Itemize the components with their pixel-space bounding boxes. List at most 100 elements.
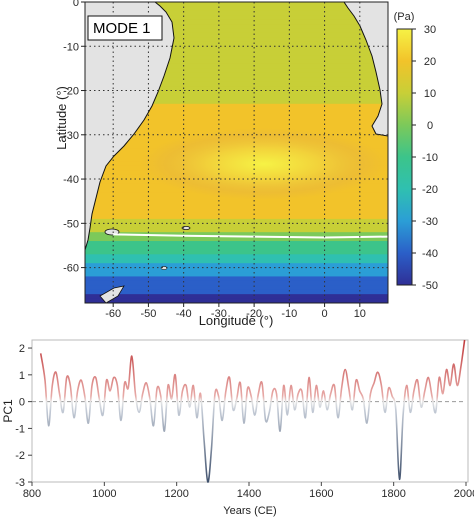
longitude-tick-label: -20 <box>246 308 262 320</box>
field-band <box>85 210 388 216</box>
colorbar-tick-label: -50 <box>422 280 438 292</box>
colorbar: (Pa) 30 20 10 0 -10 -20 -30 -40 -50 <box>394 11 438 292</box>
mode-label: MODE 1 <box>93 20 151 37</box>
longitude-tick-label: -30 <box>211 308 227 320</box>
colorbar-tick-label: -20 <box>422 184 438 196</box>
latitude-tick-label: -20 <box>63 86 79 98</box>
colorbar-tick-label: -30 <box>422 216 438 228</box>
field-band <box>85 94 388 100</box>
map-panel: MODE 1 -60 -50 -40 -30 -20 -10 0 10 0 -10 -20 -30 -… <box>54 0 389 328</box>
year-tick-label: 1400 <box>237 488 261 500</box>
latitude-tick-label: -50 <box>63 218 79 230</box>
colorbar-ticks: 30 20 10 0 -10 -20 -30 -40 -50 <box>412 24 438 292</box>
map-frame <box>84 1 389 304</box>
longitude-tick-label: 0 <box>322 308 328 320</box>
latitude-tick-label: 0 <box>73 0 79 9</box>
field-band <box>85 267 388 273</box>
longitude-tick-label: -10 <box>281 308 297 320</box>
map-gridlines <box>85 2 388 303</box>
field-band <box>85 223 388 229</box>
field-band <box>85 245 388 251</box>
field-band <box>85 272 388 278</box>
field-band <box>85 24 388 30</box>
longitude-tick-label: -50 <box>140 308 156 320</box>
field-band <box>85 249 388 255</box>
field-band <box>85 108 388 114</box>
field-band <box>85 121 388 127</box>
field-band <box>85 117 388 123</box>
longitude-axis-label: Longitude (°) <box>199 313 274 328</box>
year-tick-label: 2000 <box>454 488 474 500</box>
field-band <box>85 205 388 211</box>
pc1-timeseries-panel: 800 1000 1200 1400 1600 1800 2000 2 1 0 -1 -2 -3 Ye… <box>1 339 474 517</box>
year-tick-label: 800 <box>23 488 41 500</box>
field-band <box>85 294 388 300</box>
latitude-tick-label: -40 <box>63 174 79 186</box>
pc1-tick-label: -2 <box>15 450 25 462</box>
pc1-tick-label: 2 <box>19 343 25 355</box>
field-band <box>85 276 388 282</box>
field-band <box>85 298 388 303</box>
pc1-axis-label: PC1 <box>1 399 15 423</box>
year-tick-label: 1800 <box>381 488 405 500</box>
field-band <box>85 241 388 247</box>
pc1-tick-label: -1 <box>15 423 25 435</box>
field-band <box>85 201 388 207</box>
colorbar-tick-label: 0 <box>427 120 433 132</box>
field-band <box>85 46 388 52</box>
field-band <box>85 196 388 202</box>
latitude-tick-label: -10 <box>63 41 79 53</box>
latitude-tick-label: -30 <box>63 130 79 142</box>
field-band <box>85 285 388 291</box>
latitude-ticks: 0 -10 -20 -30 -40 -50 -60 <box>63 0 85 275</box>
field-band <box>85 81 388 87</box>
year-tick-label: 1000 <box>92 488 116 500</box>
field-band <box>85 103 388 109</box>
field-band <box>85 125 388 131</box>
field-band <box>85 41 388 47</box>
latitude-tick-label: -60 <box>63 263 79 275</box>
field-band <box>85 86 388 92</box>
longitude-tick-label: -40 <box>176 308 192 320</box>
year-ticks: 800 1000 1200 1400 1600 1800 2000 <box>23 482 474 500</box>
colorbar-tick-label: 20 <box>424 56 436 68</box>
field-band <box>85 232 388 238</box>
field-band <box>85 280 388 286</box>
antarctic-peninsula <box>99 285 125 303</box>
longitude-tick-label: 10 <box>354 308 366 320</box>
timeseries-frame <box>31 339 469 483</box>
south-america-landmass <box>85 2 175 251</box>
field-band <box>85 227 388 233</box>
field-band <box>85 37 388 43</box>
pc1-ticks: 2 1 0 -1 -2 -3 <box>15 343 32 489</box>
field-band <box>85 2 388 8</box>
field-band <box>85 15 388 21</box>
field-band <box>85 59 388 65</box>
field-band <box>85 254 388 260</box>
field-band <box>85 68 388 74</box>
pc1-tick-label: 1 <box>19 370 25 382</box>
year-tick-label: 1200 <box>164 488 188 500</box>
field-band <box>85 112 388 118</box>
field-band <box>85 236 388 242</box>
field-band <box>85 289 388 295</box>
colorbar-unit: (Pa) <box>394 11 415 23</box>
mode-label-box: MODE 1 <box>87 15 163 41</box>
pressure-high-center <box>140 128 388 200</box>
field-band <box>85 32 388 39</box>
field-band <box>85 63 388 69</box>
field-band <box>85 10 388 16</box>
year-tick-label: 1600 <box>309 488 333 500</box>
field-band <box>85 258 388 264</box>
field-band <box>85 90 388 96</box>
colorbar-tick-label: 30 <box>424 24 436 36</box>
colorbar-gradient <box>396 28 413 286</box>
field-band <box>85 263 388 269</box>
pc1-tick-label: 0 <box>19 397 25 409</box>
field-band <box>85 218 388 224</box>
colorbar-tick-label: -40 <box>422 248 438 260</box>
field-band <box>85 50 388 56</box>
longitude-ticks: -60 -50 -40 -30 -20 -10 0 10 <box>105 303 366 320</box>
field-band <box>85 77 388 83</box>
